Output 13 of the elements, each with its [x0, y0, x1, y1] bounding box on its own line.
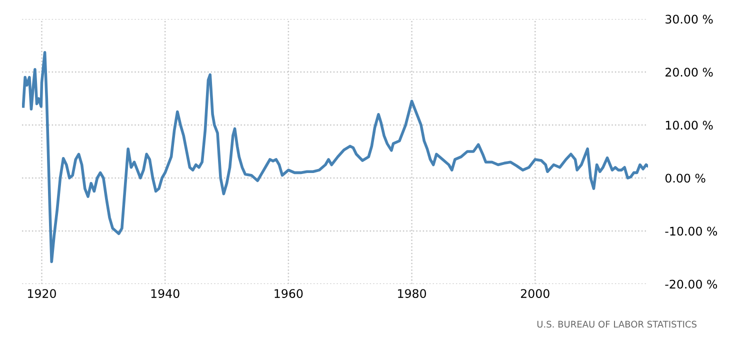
y-tick-label: -20.00 % — [665, 280, 718, 289]
x-tick-label: 1980 — [398, 289, 426, 298]
y-tick-label: 20.00 % — [666, 68, 713, 77]
y-tick-label: 10.00 % — [666, 120, 713, 130]
y-tick-label: 0.00 % — [665, 174, 706, 183]
x-tick-label: 1960 — [274, 289, 303, 298]
line-series — [22, 51, 648, 264]
y-tick-label: 30.00 % — [666, 14, 713, 24]
text: U.S. BUREAU OF LABOR STATISTICS — [537, 320, 696, 328]
y-tick-label: -10.00 % — [665, 226, 718, 236]
x-tick-label: 2000 — [520, 289, 550, 298]
x-tick-label: 1940 — [151, 289, 180, 298]
x-tick-label: 1920 — [28, 289, 56, 298]
